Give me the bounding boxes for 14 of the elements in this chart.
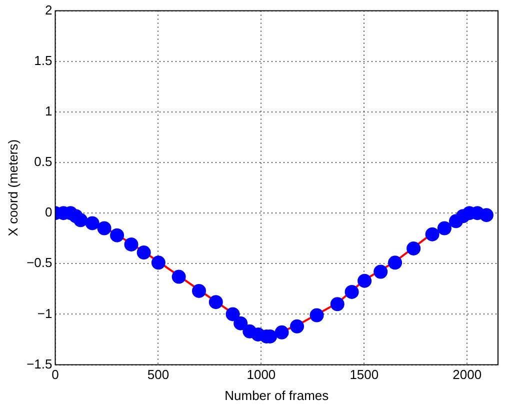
x-tick-label: 1000 [246,367,276,382]
y-tick-label: 1.5 [34,52,52,68]
y-tick-label: −1 [37,306,52,321]
y-tick-label: 1 [45,104,52,119]
y-tick-label: 0.5 [34,154,52,170]
y-axis-title: X coord (meters) [5,139,20,236]
y-tick-label: −1.5 [26,356,52,372]
y-tick-label: −0.5 [26,255,52,270]
y-tick-label: 0 [45,204,52,220]
x-tick-label: 500 [147,367,170,382]
x-tick-label: 1500 [350,367,379,382]
y-tick-label: 2 [45,2,52,18]
x-axis-title: Number of frames [224,388,330,403]
x-tick-label: 2000 [452,367,482,382]
